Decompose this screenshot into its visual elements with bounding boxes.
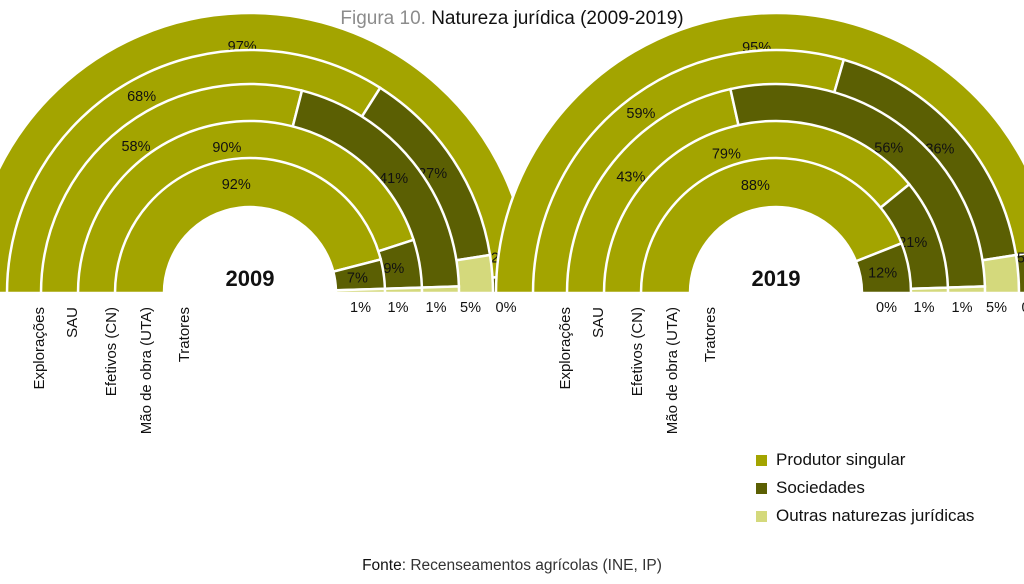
label-2019-ring3-sociedades: 56% <box>874 141 903 157</box>
legend-item-outras: Outras naturezas jurídicas <box>756 502 974 530</box>
category-2019-ring4: Mão de obra (UTA) <box>664 307 681 434</box>
label-2009-ring5-outras: 1% <box>350 300 371 316</box>
category-2019-ring3: Efetivos (CN) <box>629 307 646 396</box>
label-2019-ring4-produtor: 79% <box>712 147 741 163</box>
label-2019-ring4-sociedades: 21% <box>898 235 927 251</box>
legend-swatch-produtor-singular <box>756 454 767 466</box>
segment-2009-ring5-series3 <box>334 287 387 295</box>
label-2009-ring3-outras: 1% <box>426 300 447 316</box>
figure-label: Figura 10. <box>340 8 426 29</box>
label-2009-ring3-sociedades: 41% <box>379 171 408 187</box>
label-2019-ring5-produtor: 88% <box>741 178 770 194</box>
segment-2019-ring5-series2 <box>854 241 913 295</box>
source-label: Fonte <box>362 557 402 574</box>
label-2019-ring3-produtor: 43% <box>616 170 645 186</box>
label-2009-ring5-sociedades: 7% <box>347 271 368 287</box>
label-2019-ring1-sociedades: 5% <box>1017 251 1024 267</box>
category-2019-ring5: Tratores <box>702 307 719 362</box>
legend-item-produtor-singular: Produtor singular <box>756 446 974 474</box>
label-2009-ring2-produtor: 68% <box>127 89 156 105</box>
figure-title: Figura 10. Natureza jurídica (2009-2019) <box>0 8 1024 30</box>
year-label-2019: 2019 <box>752 266 801 291</box>
source-note: Fonte: Recenseamentos agrícolas (INE, IP… <box>0 557 1024 575</box>
label-2019-ring5-outras: 0% <box>876 300 897 316</box>
figure-title-text: Natureza jurídica (2009-2019) <box>431 8 684 29</box>
legend-swatch-outras <box>756 510 767 522</box>
category-2009-ring4: Mão de obra (UTA) <box>138 307 155 434</box>
label-2009-ring5-produtor: 92% <box>222 177 251 193</box>
category-2019-ring1: Explorações <box>557 307 574 390</box>
segment-2009-ring5-series1 <box>113 156 383 295</box>
segment-2019-ring5-series1 <box>639 156 904 295</box>
label-2019-ring4-outras: 1% <box>914 300 935 316</box>
half-donut-2019: 95%5%0%Explorações59%36%5%SAU43%56%1%Efe… <box>494 11 1024 434</box>
legend-swatch-sociedades <box>756 482 767 494</box>
label-2009-ring2-outras: 5% <box>460 300 481 316</box>
legend-item-sociedades: Sociedades <box>756 474 974 502</box>
legend-label-sociedades: Sociedades <box>776 478 865 497</box>
label-2009-ring1-outras: 0% <box>496 300 517 316</box>
label-2009-ring4-produtor: 90% <box>212 140 241 156</box>
label-2019-ring2-produtor: 59% <box>626 106 655 122</box>
year-label-2009: 2009 <box>226 266 275 291</box>
label-2009-ring3-produtor: 58% <box>121 139 150 155</box>
category-2009-ring3: Efetivos (CN) <box>103 307 120 396</box>
category-2009-ring5: Tratores <box>176 307 193 362</box>
half-donut-2009: 97%2%0%Explorações68%27%5%SAU58%41%1%Efe… <box>0 11 532 434</box>
label-2009-ring4-outras: 1% <box>388 300 409 316</box>
category-2009-ring1: Explorações <box>31 307 48 390</box>
legend-label-produtor-singular: Produtor singular <box>776 450 906 469</box>
label-2019-ring2-outras: 5% <box>986 300 1007 316</box>
source-text: : Recenseamentos agrícolas (INE, IP) <box>401 557 662 574</box>
category-2019-ring2: SAU <box>590 307 607 338</box>
legend: Produtor singular Sociedades Outras natu… <box>756 446 974 530</box>
legend-label-outras: Outras naturezas jurídicas <box>776 506 975 525</box>
label-2019-ring3-outras: 1% <box>952 300 973 316</box>
label-2019-ring5-sociedades: 12% <box>868 266 897 282</box>
label-2009-ring4-sociedades: 9% <box>383 261 404 277</box>
label-2019-ring1-outras: 0% <box>1022 300 1024 316</box>
category-2009-ring2: SAU <box>64 307 81 338</box>
